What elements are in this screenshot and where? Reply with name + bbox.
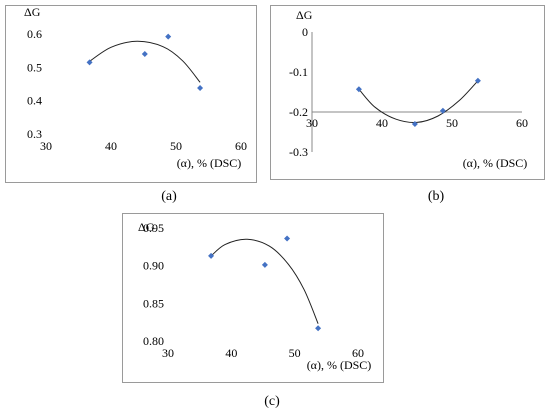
data-point xyxy=(261,261,268,268)
data-point xyxy=(439,107,446,114)
x-tick-label: 30 xyxy=(40,139,52,153)
y-tick-label: 0.85 xyxy=(143,296,164,310)
x-tick-label: 40 xyxy=(376,116,388,130)
y-tick-label: 0.6 xyxy=(27,27,42,41)
caption-b: (b) xyxy=(427,189,445,204)
trendline xyxy=(210,238,319,324)
y-axis-label: ΔG xyxy=(24,5,41,19)
y-tick-label: 0.4 xyxy=(27,94,42,108)
y-axis-label: ΔG xyxy=(296,8,313,22)
chart-b-svg: ΔG 0 -0.1 -0.2 -0.3 30 40 50 60 (α), % (DSC) xyxy=(289,8,528,170)
x-tick-label: 40 xyxy=(105,139,117,153)
x-tick-label: 30 xyxy=(306,116,318,130)
x-tick-label: 60 xyxy=(352,346,364,360)
y-tick-label: -0.2 xyxy=(289,105,308,119)
y-tick-label: 0.3 xyxy=(27,127,42,141)
x-axis-label: (α), % (DSC) xyxy=(463,156,528,170)
data-point xyxy=(411,121,418,127)
data-point xyxy=(208,252,215,259)
caption-c: (c) xyxy=(264,394,280,409)
data-point xyxy=(315,325,322,332)
caption-a: (a) xyxy=(161,189,177,204)
chart-a-svg: ΔG 0.3 0.4 0.5 0.6 30 40 50 60 (α), % (DSC) xyxy=(24,5,247,170)
y-tick-label: -0.1 xyxy=(289,65,308,79)
chart-panel-a: ΔG 0.3 0.4 0.5 0.6 30 40 50 60 (α), % (DSC) xyxy=(5,5,257,183)
y-tick-label: 0.80 xyxy=(143,334,164,348)
y-tick-label: 0.95 xyxy=(143,221,164,235)
x-tick-label: 50 xyxy=(446,116,458,130)
trendline xyxy=(89,40,201,83)
y-axis-label: ΔG xyxy=(138,220,155,234)
data-point xyxy=(86,59,93,66)
trendline xyxy=(358,80,479,124)
data-point xyxy=(141,51,148,57)
x-tick-label: 50 xyxy=(289,346,301,360)
x-axis-label: (α), % (DSC) xyxy=(307,358,372,372)
chart-c-svg: ΔG 0.80 0.85 0.90 0.95 30 40 50 60(α), % (DSC) xyxy=(138,220,372,372)
x-tick-label: 50 xyxy=(170,139,182,153)
x-tick-label: 40 xyxy=(225,346,237,360)
x-tick-label: 30 xyxy=(162,346,174,360)
data-point xyxy=(474,77,481,84)
y-tick-label: 0.5 xyxy=(27,60,42,74)
x-tick-label: 60 xyxy=(235,139,247,153)
data-point xyxy=(355,86,362,93)
data-point xyxy=(197,85,204,91)
x-tick-label: 60 xyxy=(516,116,528,130)
chart-panel-c: ΔG 0.80 0.85 0.90 0.95 30 40 50 60 (α), % (DSC) xyxy=(122,213,384,383)
x-axis-label: (α), % (DSC) xyxy=(177,156,242,170)
data-point xyxy=(165,33,172,40)
chart-panel-b: ΔG 0 -0.1 -0.2 -0.3 30 40 50 60 (α), % (DSC) xyxy=(270,5,545,180)
data-point xyxy=(284,235,291,242)
y-tick-label: 0.90 xyxy=(143,259,164,273)
y-tick-label: -0.3 xyxy=(289,145,308,159)
y-tick-label: 0 xyxy=(302,25,308,39)
